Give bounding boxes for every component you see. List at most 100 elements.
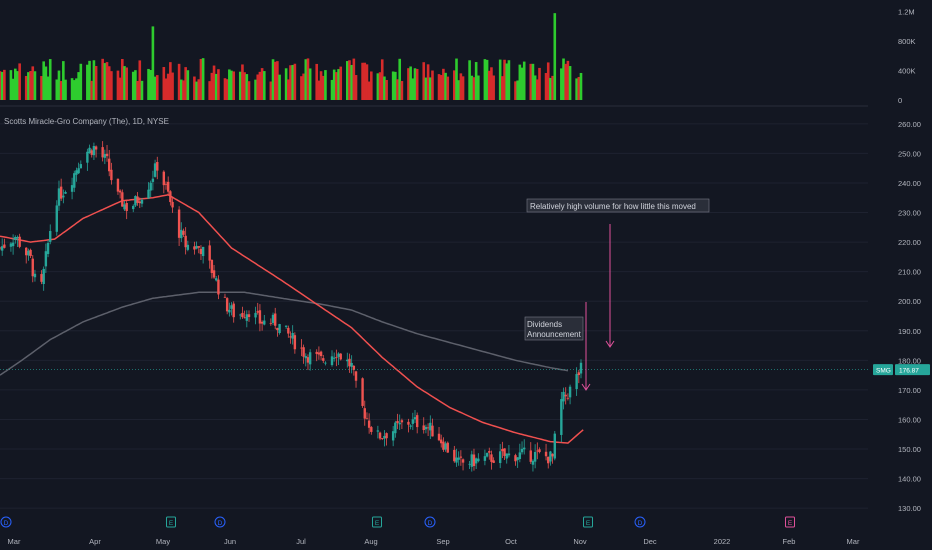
candle-body [73,173,76,188]
time-axis[interactable]: Mar Apr May Jun Jul Aug Sep Oct Nov Dec 2022 Feb Mar [8,537,860,546]
candle-body [409,425,412,427]
candle-body [337,353,340,357]
volume-bar [529,63,533,100]
candle-body [33,273,37,278]
candle-body [151,178,155,182]
volume-bar [304,59,308,100]
volume-bar [498,59,502,100]
volume-bar [455,58,458,100]
volume-bar [110,71,113,100]
volume-bar [308,68,312,100]
volume-bar [13,68,17,100]
candle-body [293,335,297,350]
arrow-dividends-head [581,383,591,391]
ma-fast-line [0,194,584,444]
volume-bar [514,81,517,100]
candle-body [306,357,310,363]
volume-bar [302,73,305,100]
volume-bar [147,68,150,100]
time-tick-label: Mar [847,537,860,546]
volume-bar [278,74,281,100]
earnings-marker-icon[interactable] [583,516,593,528]
volume-bar [271,59,275,100]
candle-body [232,303,235,318]
candle-body [9,243,13,247]
candle-body [201,246,205,257]
earnings-marker-icon[interactable] [166,516,176,528]
candle-body [385,433,388,439]
candle-body [426,427,430,429]
time-tick-label: Dec [643,537,657,546]
note-box-dividends [524,316,584,341]
price-tick-label: 260.00 [898,120,921,129]
candle-body [193,246,196,250]
candle-body [182,230,185,235]
price-tag [895,364,930,376]
dividend-marker-icon[interactable] [424,516,436,528]
volume-bar [400,81,404,100]
ticker-tag [873,364,893,376]
candle-body [57,188,61,206]
dividend-marker-icon[interactable] [634,516,646,528]
candle-body [239,314,242,316]
earnings-marker-icon[interactable] [785,516,795,528]
volume-bar [59,81,63,100]
candle-body [553,433,556,459]
candle-body [514,455,517,462]
note-dividends-2: Announcement [527,330,582,339]
volume-bar [11,78,15,100]
candle-body [492,460,495,463]
candle-body [27,250,30,256]
volume-bar [431,70,434,100]
candle-body [210,259,214,273]
volume-bar [505,63,509,100]
candle-body [361,378,364,406]
note-dividends-1: Dividends [527,320,562,329]
volume-bar [107,66,111,100]
volume-bar [123,66,126,100]
dividend-marker-icon[interactable] [0,516,12,528]
volume-bar [153,76,157,100]
annotations: Relatively high volume for how little th… [524,198,710,391]
volume-bar [579,72,583,100]
volume-bar [131,71,135,100]
candle-body [263,320,266,325]
candle-body [180,229,183,239]
volume-bar [391,71,395,100]
volume-bar [575,78,578,100]
note-box-volume [526,198,710,213]
candle-body [335,357,338,358]
candle-body [411,419,415,424]
earnings-marker-icon[interactable] [372,516,382,528]
candle-body [132,205,135,210]
candle-body [523,447,526,450]
candle-body [136,196,139,203]
event-marker-letter: D [428,520,433,527]
volume-bar [269,81,273,100]
volume-bar [503,59,506,100]
candle-body [568,386,572,398]
candle-body [121,192,124,207]
candle-body [536,450,539,452]
dividend-marker-icon[interactable] [214,516,226,528]
price-axis[interactable]: 130.00 140.00 150.00 160.00 170.00 180.00 190.… [898,120,921,513]
candle-body [195,245,198,249]
volume-bar [125,67,128,100]
time-tick-label: Oct [505,537,518,546]
volume-bar [72,80,76,100]
candle-body [186,244,190,250]
volume-tick-label: 0 [898,96,902,105]
volume-bar [407,68,410,100]
candle-body [197,246,200,248]
candle-body [125,202,128,212]
volume-bar [428,77,432,100]
volume-bar [453,70,456,100]
volume-bar [461,76,465,100]
volume-bar [560,68,563,100]
volume-bar [409,66,412,100]
volume-bar [193,76,196,100]
price-tick-label: 130.00 [898,504,921,513]
volume-bar [94,66,98,100]
